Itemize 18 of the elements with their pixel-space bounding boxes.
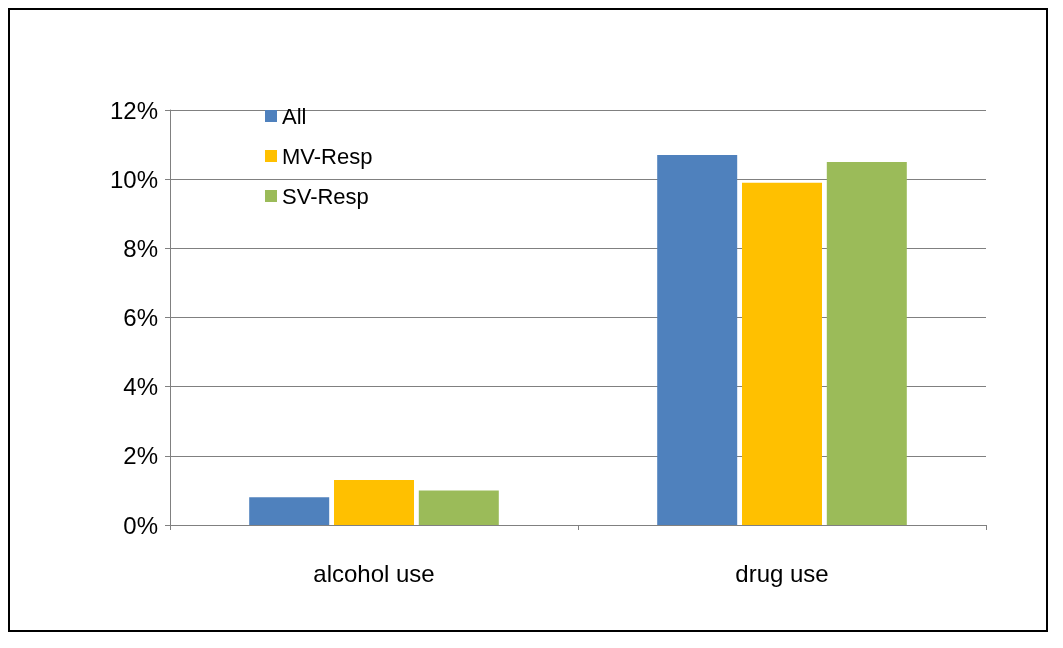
bar (657, 154, 738, 525)
bar (742, 182, 822, 525)
bar (826, 161, 907, 525)
x-tick-label: alcohol use (313, 559, 435, 587)
y-tick-label: 4% (123, 373, 158, 401)
y-tick-label: 10% (109, 165, 158, 193)
y-tick-label: 2% (123, 442, 158, 470)
bar (249, 497, 330, 525)
x-tick-label: drug use (735, 559, 829, 587)
legend-label: SV-Resp (282, 183, 369, 209)
bar (334, 480, 414, 525)
y-tick-label: 6% (123, 304, 158, 331)
y-tick-label: 0% (123, 511, 158, 539)
legend-label: All (282, 103, 307, 129)
legend-label: MV-Resp (282, 143, 373, 169)
bar (418, 490, 499, 525)
y-tick-label: 12% (109, 96, 158, 124)
y-tick-label: 8% (123, 234, 158, 262)
